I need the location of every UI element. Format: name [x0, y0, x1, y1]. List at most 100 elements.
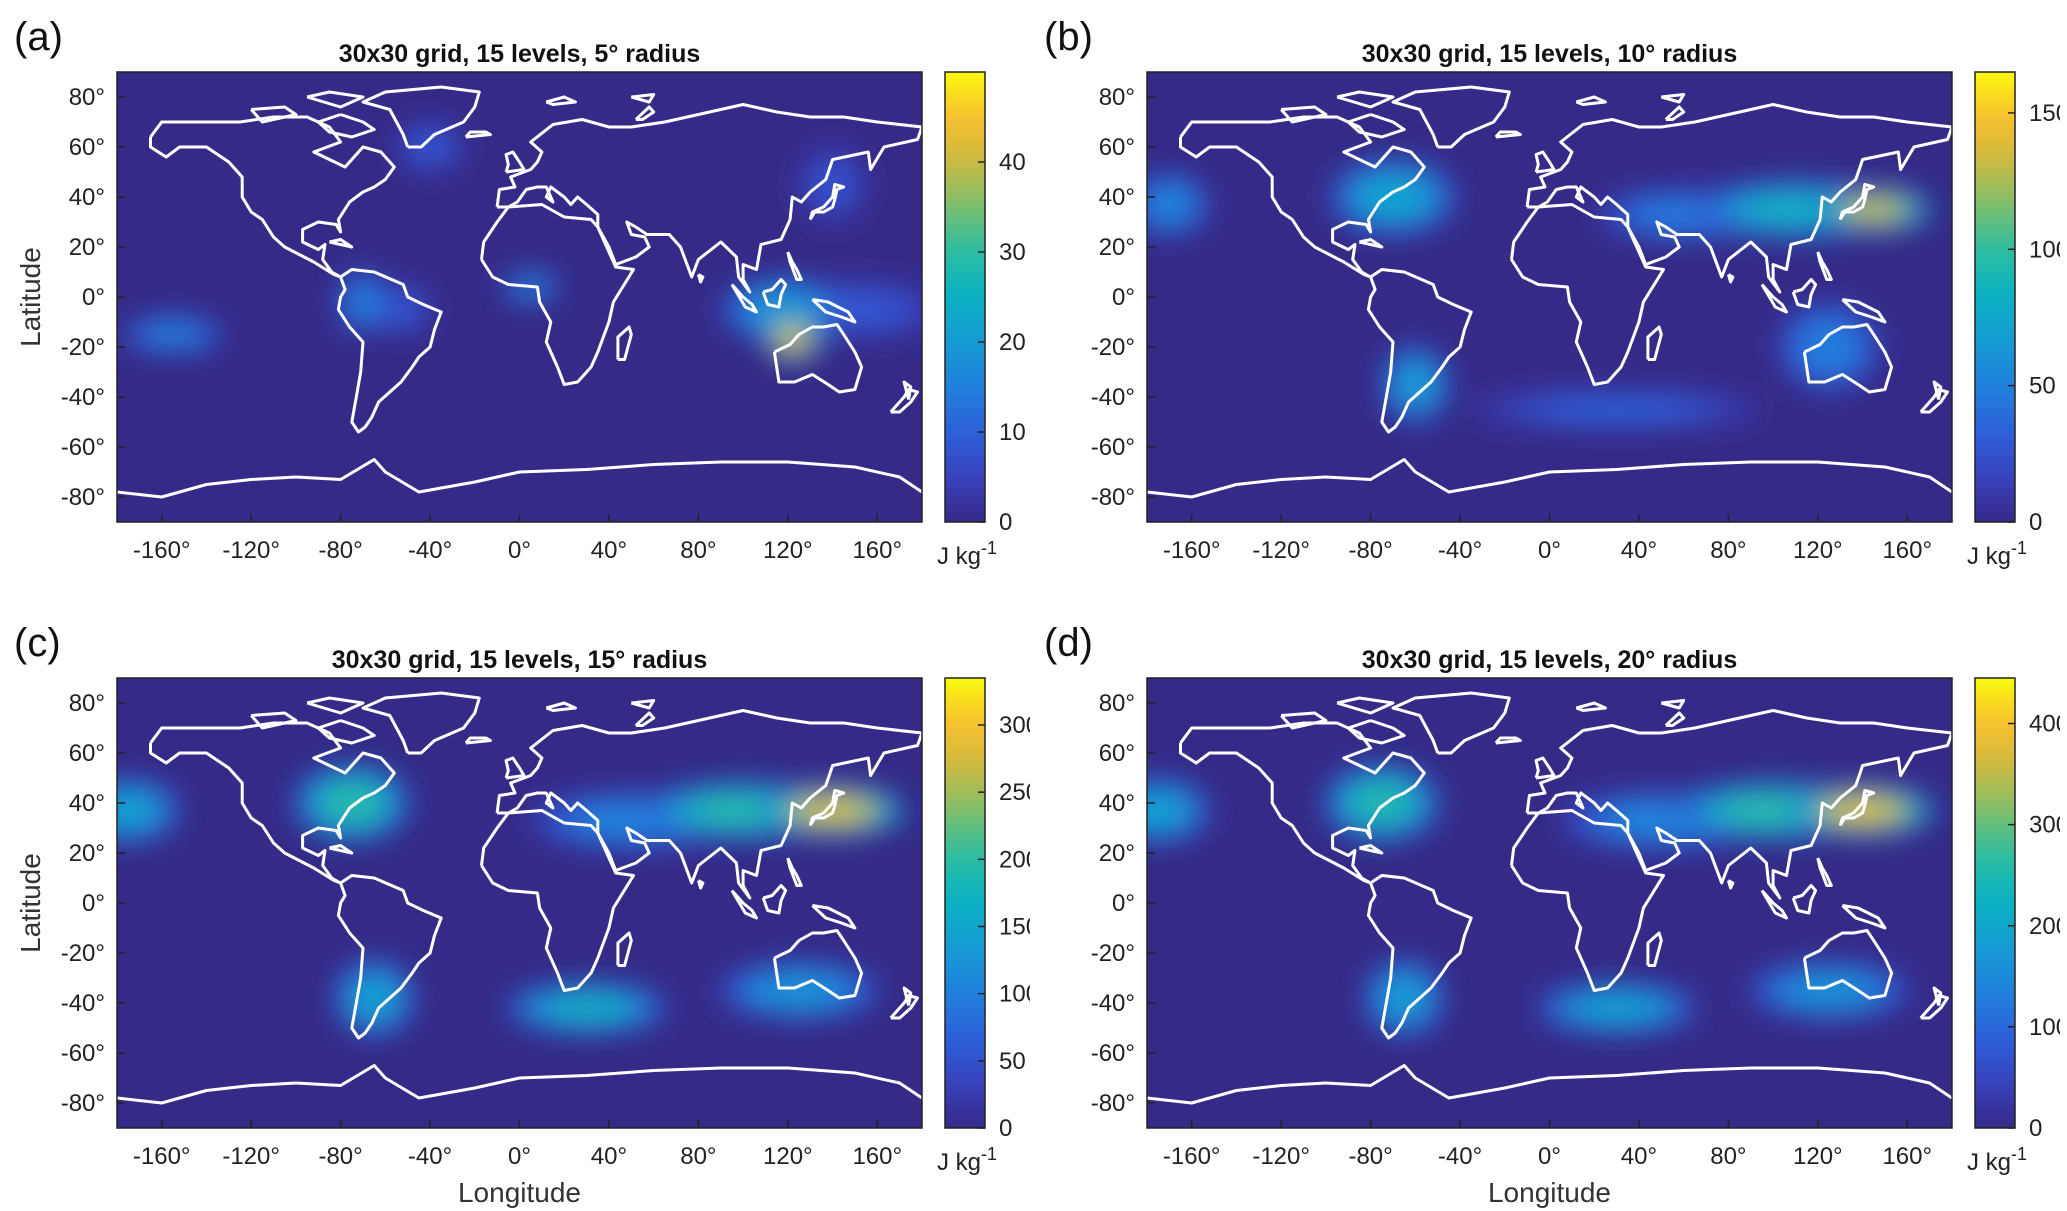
y-tick-label: -60° [1091, 434, 1135, 461]
coastline [1664, 711, 1686, 727]
coastline [545, 701, 577, 712]
coastline [1760, 283, 1788, 314]
coastline [504, 756, 526, 780]
colorbar-unit: J kg-1 [937, 1144, 997, 1176]
x-tick-label: 40° [1621, 537, 1657, 564]
y-tick-label: 40° [69, 184, 105, 211]
coastline [1525, 709, 1952, 900]
coastline [1336, 696, 1395, 715]
heat-spot [333, 959, 415, 1037]
colorbar-tick-label: 100 [999, 981, 1030, 1008]
y-tick-label: 40° [69, 790, 105, 817]
colorbar-tick-label: 150 [2029, 100, 2060, 127]
coastline [1816, 251, 1833, 281]
x-tick-label: 80° [680, 537, 716, 564]
coastline [306, 90, 365, 109]
y-tick-label: -60° [61, 1040, 105, 1067]
x-tick-label: 160° [1882, 1143, 1932, 1170]
coastline [336, 874, 443, 1040]
y-tick-label: 20° [69, 234, 105, 261]
coastline [495, 709, 922, 900]
coastline [1391, 691, 1511, 755]
panel-title: 30x30 grid, 15 levels, 5° radius [339, 40, 701, 68]
coastline [1919, 388, 1949, 414]
heat-spot [1747, 961, 1911, 1020]
colorbar-tick-label: 50 [2029, 373, 2056, 400]
x-tick-label: -160° [133, 1143, 191, 1170]
coastline [772, 929, 864, 1000]
y-tick-label: -40° [1091, 384, 1135, 411]
coastlines [1147, 85, 1952, 499]
y-tick-label: -80° [1091, 1090, 1135, 1117]
coastline [761, 884, 788, 915]
coastline [1147, 1064, 1952, 1105]
x-tick-label: 120° [763, 537, 813, 564]
coastline [316, 719, 376, 745]
x-tick-label: 160° [1882, 537, 1932, 564]
coastline [1838, 183, 1876, 221]
coastline [1534, 756, 1556, 780]
heatmap-field [120, 121, 922, 363]
y-tick-label: -80° [61, 484, 105, 511]
colorbar-tick-label: 0 [999, 509, 1012, 536]
colorbar-unit: J kg-1 [1967, 1144, 2027, 1176]
coastline [634, 105, 656, 121]
heat-spot [505, 982, 668, 1034]
coastline [250, 105, 298, 124]
coastline [808, 183, 846, 221]
coastline [616, 931, 633, 967]
coastline [1494, 130, 1522, 139]
heat-spot [117, 778, 181, 843]
coastline [1838, 789, 1876, 827]
x-tick-label: -160° [133, 537, 191, 564]
coastline [480, 203, 635, 386]
colorbar-tick-label: 0 [2029, 509, 2042, 536]
coastline [1147, 458, 1952, 499]
x-tick-label: 160° [852, 1143, 902, 1170]
heat-spot [293, 764, 410, 842]
coastline [149, 721, 396, 885]
y-tick-label: -40° [61, 990, 105, 1017]
coastline [1346, 719, 1406, 745]
coastline [902, 986, 913, 1006]
map-background [117, 678, 922, 1128]
heat-spot [395, 121, 465, 173]
y-tick-label: -20° [61, 940, 105, 967]
coastline [1366, 874, 1473, 1040]
heat-spot [1776, 301, 1882, 393]
x-tick-label: 40° [591, 1143, 627, 1170]
y-tick-label: 20° [1099, 840, 1135, 867]
panel-c: -160° -120° -80° -40° 0° 40° 80° 120° 160° 80° 60°… [0, 606, 1030, 1211]
coastline [811, 298, 857, 324]
x-tick-label: 0° [508, 1143, 531, 1170]
y-tick-label: 80° [1099, 690, 1135, 717]
coastline [495, 103, 922, 294]
coastline [696, 879, 705, 890]
coastline [1791, 884, 1818, 915]
y-tick-label: -20° [61, 334, 105, 361]
coastline [329, 238, 354, 249]
coastline [630, 93, 656, 104]
coastline [1359, 844, 1384, 855]
coastline [1646, 325, 1663, 361]
y-tick-label: 60° [69, 134, 105, 161]
coastline [480, 809, 635, 992]
heat-spot [1815, 186, 1932, 233]
x-tick-label: -160° [1163, 1143, 1221, 1170]
coastline [1841, 298, 1887, 324]
coastline [361, 85, 481, 149]
panel-title: 30x30 grid, 15 levels, 20° radius [1362, 646, 1738, 674]
x-tick-label: 120° [763, 1143, 813, 1170]
coastline [1510, 809, 1665, 992]
y-tick-label: 60° [1099, 134, 1135, 161]
coastline [117, 458, 922, 499]
coastline [504, 150, 526, 174]
y-tick-label: 60° [69, 740, 105, 767]
y-tick-label: -80° [61, 1090, 105, 1117]
coastline [696, 273, 705, 284]
coastline [1802, 929, 1894, 1000]
coastline [361, 691, 481, 755]
coastline [329, 844, 354, 855]
heat-spot [1380, 345, 1451, 424]
map-background [1147, 72, 1952, 522]
